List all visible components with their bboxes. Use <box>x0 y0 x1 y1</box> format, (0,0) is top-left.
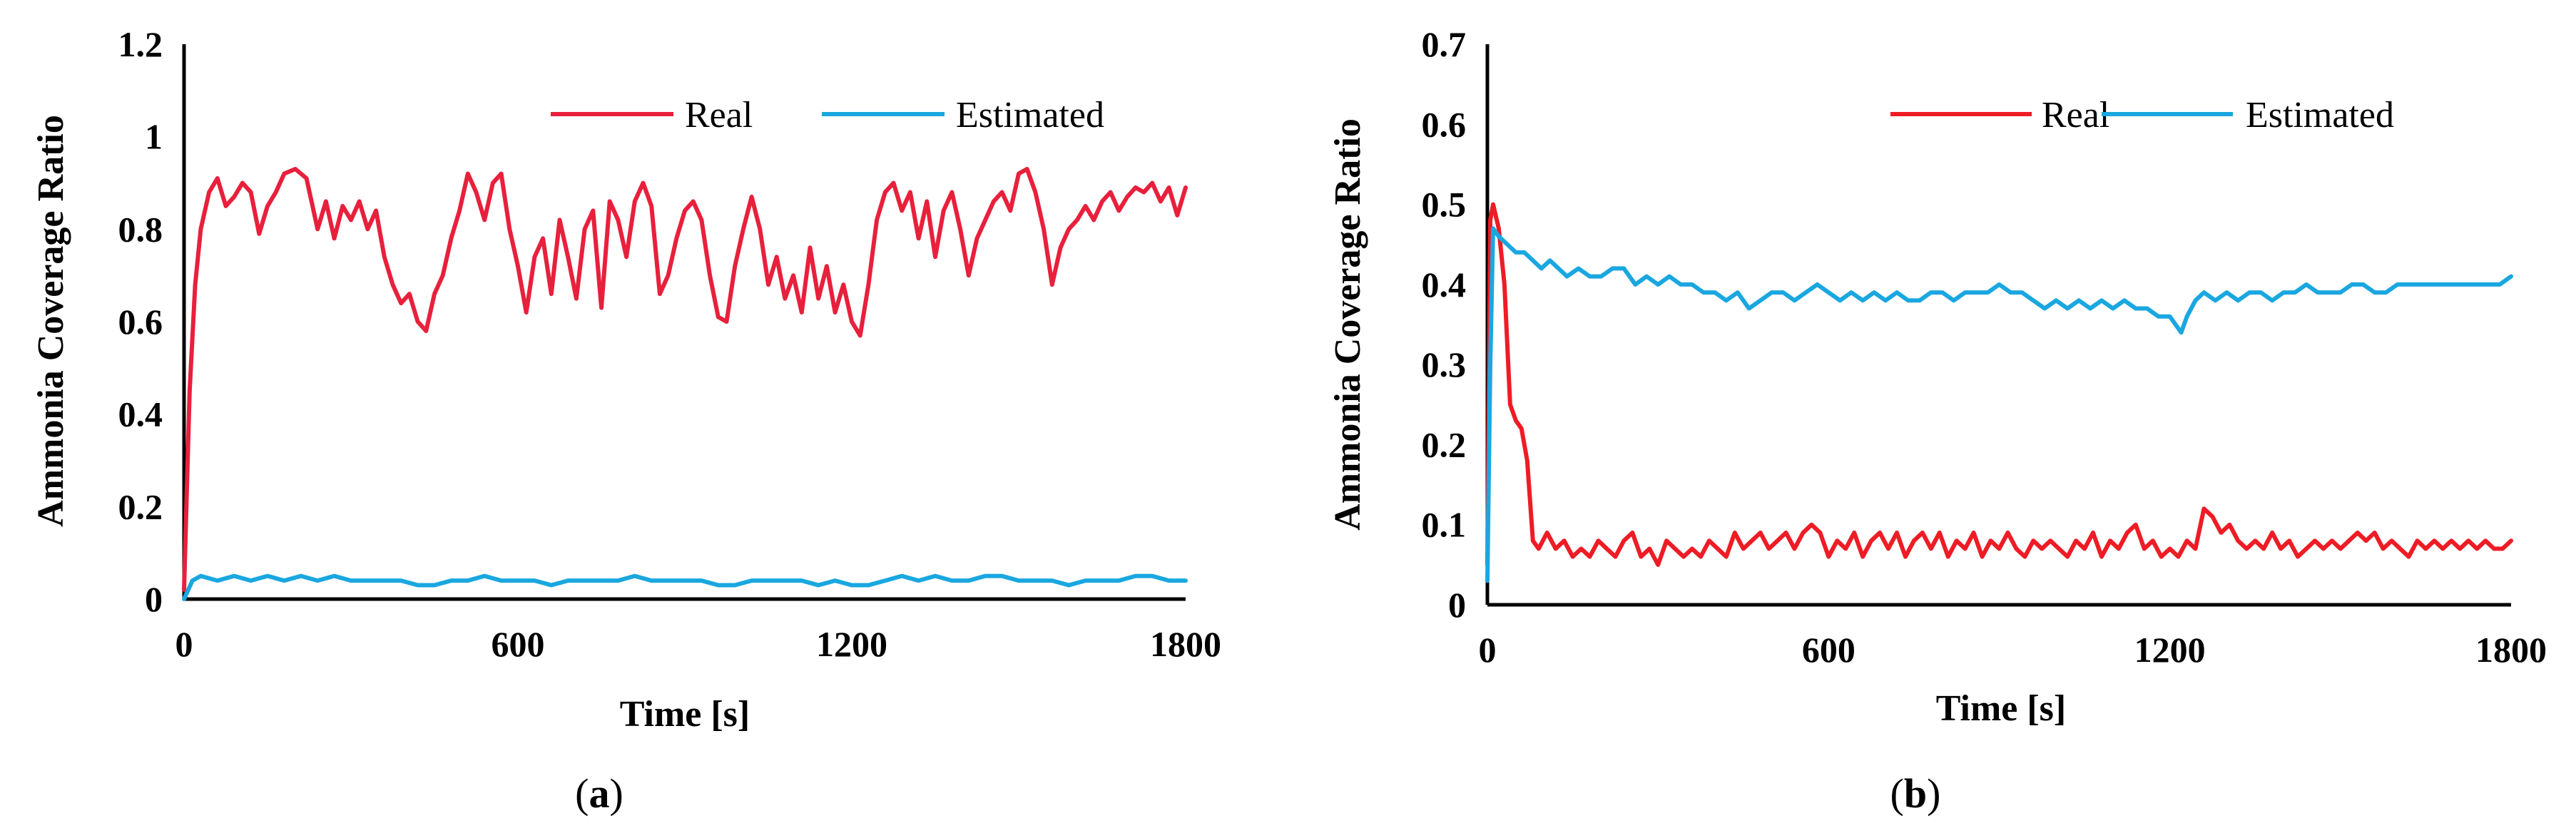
panel-b-y-tick-label: 0.5 <box>1422 185 1467 225</box>
panel-b-x-tick-label: 1200 <box>2134 630 2206 670</box>
panel-b-x-tick-label: 0 <box>1479 630 1497 670</box>
panel-a-x-tick-label: 0 <box>175 624 193 664</box>
panel-a-y-tick-label: 0.2 <box>118 486 163 526</box>
panel-a-y-tick-label: 0 <box>145 579 163 619</box>
panel-a-x-tick-label: 1200 <box>816 624 887 664</box>
panel-b-y-tick-label: 0.4 <box>1422 265 1467 305</box>
panel-a-series-line-estimated <box>182 573 1188 601</box>
panel-a-series-line-real <box>182 167 1188 592</box>
panel-b-y-tick-label: 0.7 <box>1422 24 1467 64</box>
panel-b-y-tick-label: 0.2 <box>1422 424 1467 464</box>
panel-b-legend-label-real: Real <box>2042 95 2109 136</box>
panel-b-series-line-estimated <box>1485 226 2513 583</box>
panel-a-y-tick-label: 1.2 <box>118 24 163 64</box>
panel-a-y-tick-label: 1 <box>145 117 163 157</box>
panel-b-x-axis-title: Time [s] <box>1936 688 2066 729</box>
panel-b-caption: (b) <box>1890 770 1941 817</box>
panel-b-series <box>1485 202 2513 583</box>
panel-a-x-tick-label: 600 <box>492 624 545 664</box>
panel-a-y-tick-label: 0.6 <box>118 302 163 342</box>
panel-b-x-tick-label: 600 <box>1802 630 1855 670</box>
panel-a-caption: (a) <box>575 770 623 817</box>
chart-panel-a: 0 0.2 0.4 0.6 0.8 1 1.2 0 600 1200 1800 Real Esti… <box>31 24 1221 817</box>
panel-b-y-tick-label: 0 <box>1448 585 1466 625</box>
panel-b-x-tick-label: 1800 <box>2475 630 2547 670</box>
panel-b-y-tick-label: 0.3 <box>1422 344 1467 384</box>
panel-b-y-tick-label: 0.6 <box>1422 104 1467 144</box>
panel-b-y-ticks: 0 0.1 0.2 0.3 0.4 0.5 0.6 0.7 <box>1422 24 1467 625</box>
panel-a-legend-label-real: Real <box>685 95 753 136</box>
panel-a-legend: Real Estimated <box>551 95 1104 136</box>
panel-a-y-axis-title: Ammonia Coverage Ratio <box>31 115 71 527</box>
panel-a-x-ticks: 0 600 1200 1800 <box>175 624 1222 664</box>
panel-b-legend: Real Estimated <box>1890 95 2394 136</box>
panel-b-y-axis-title: Ammonia Coverage Ratio <box>1328 118 1368 531</box>
panel-a-y-tick-label: 0.8 <box>118 209 163 249</box>
panel-a-y-ticks: 0 0.2 0.4 0.6 0.8 1 1.2 <box>118 24 163 619</box>
panel-a-x-tick-label: 1800 <box>1150 624 1221 664</box>
panel-a-series <box>182 167 1188 601</box>
panel-a-x-axis-title: Time [s] <box>620 694 750 735</box>
panel-b-x-ticks: 0 600 1200 1800 <box>1479 630 2547 670</box>
chart-panel-b: 0 0.1 0.2 0.3 0.4 0.5 0.6 0.7 0 600 1200 1800 Real… <box>1328 24 2547 817</box>
panel-a-legend-label-estimated: Estimated <box>956 95 1104 136</box>
panel-b-series-line-real <box>1485 202 2513 567</box>
panel-a-y-tick-label: 0.4 <box>118 394 163 434</box>
panel-b-legend-label-estimated: Estimated <box>2246 95 2394 136</box>
panel-b-y-tick-label: 0.1 <box>1422 505 1467 545</box>
